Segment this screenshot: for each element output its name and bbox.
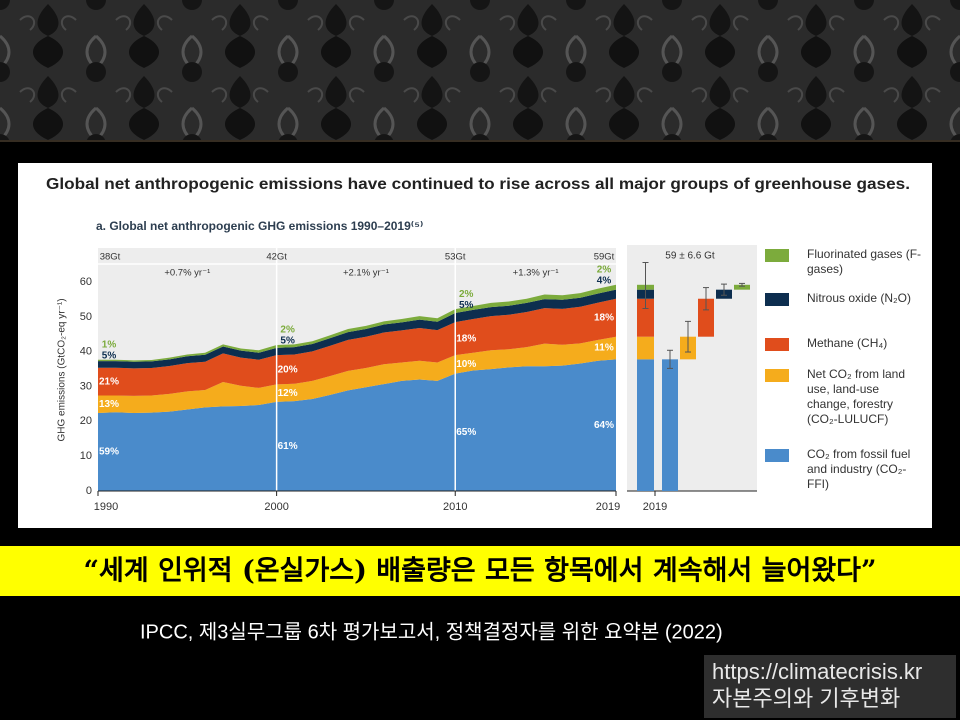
- share-label: 64%: [594, 420, 614, 431]
- legend-swatch: [765, 293, 789, 306]
- total-label: 38Gt: [100, 252, 121, 263]
- error-bar: [685, 320, 691, 353]
- share-label: 2%: [280, 325, 295, 336]
- component-bar: [662, 359, 678, 491]
- share-label: 13%: [99, 399, 119, 410]
- breakdown-title: 59 ± 6.6 Gt: [665, 251, 715, 262]
- credit-box: [704, 655, 956, 718]
- share-label: 1%: [102, 339, 117, 350]
- error-bar: [739, 282, 745, 287]
- stacked-segment: [637, 298, 654, 337]
- y-tick-label: 50: [80, 311, 92, 323]
- growth-rate: +1.3% yr⁻¹: [513, 268, 559, 279]
- x-tick-label: 2019: [596, 501, 620, 513]
- share-label: 4%: [597, 275, 612, 286]
- legend-entry: Net CO₂ from land use, land-use change, …: [807, 367, 906, 426]
- growth-rate: +2.1% yr⁻¹: [343, 268, 389, 279]
- y-axis-label: GHG emissions (GtCO₂-eq yr⁻¹): [57, 298, 68, 441]
- legend-label: Net CO₂ from land use, land-use change, …: [807, 367, 906, 426]
- banner-text: “세계 인위적 (온실가스) 배출량은 모든 항목에서 계속해서 늘어왔다”: [83, 556, 876, 587]
- x-tick-label: 2010: [443, 501, 467, 513]
- error-bar: [703, 287, 709, 311]
- legend-swatch: [765, 249, 789, 262]
- y-tick-label: 0: [86, 485, 92, 497]
- share-label: 59%: [99, 447, 119, 458]
- legend-entry: Fluorinated gases (F-gases): [807, 247, 922, 276]
- area: [98, 336, 616, 413]
- banner: [0, 546, 960, 596]
- area: [98, 359, 616, 491]
- share-label: 18%: [594, 312, 614, 323]
- error-bar: [721, 283, 727, 296]
- legend-swatch: [765, 369, 789, 382]
- error-bar: [667, 349, 673, 369]
- legend-swatch: [765, 449, 789, 462]
- chart-subtitle: a. Global net anthropogenic GHG emission…: [96, 219, 423, 233]
- area: [98, 298, 616, 396]
- share-label: 2%: [459, 289, 474, 300]
- area: [98, 284, 616, 362]
- share-label: 10%: [456, 359, 476, 370]
- legend-entry: CO₂ from fossil fuel and industry (CO₂-F…: [807, 447, 911, 491]
- book-title: 자본주의와 기후변화: [712, 686, 900, 711]
- share-label: 5%: [102, 350, 117, 361]
- stacked-segment: [637, 359, 654, 491]
- share-label: 5%: [459, 300, 474, 311]
- error-bar: [642, 262, 649, 309]
- y-tick-label: 20: [80, 415, 92, 427]
- legend-label: Methane (CH₄): [807, 336, 888, 350]
- component-bar: [698, 298, 714, 337]
- legend-entry: Nitrous oxide (N₂O): [807, 291, 912, 305]
- share-label: 18%: [456, 333, 476, 344]
- x-tick-label: 1990: [94, 501, 118, 513]
- growth-rate: +0.7% yr⁻¹: [164, 268, 210, 279]
- total-label: 42Gt: [266, 252, 287, 263]
- y-tick-label: 60: [80, 276, 92, 288]
- legend-label: CO₂ from fossil fuel and industry (CO₂-F…: [807, 447, 911, 491]
- area: [98, 289, 616, 369]
- share-label: 12%: [278, 388, 298, 399]
- legend-entry: Methane (CH₄): [807, 336, 888, 350]
- share-label: 20%: [278, 364, 298, 375]
- legend-swatch: [765, 338, 789, 351]
- share-label: 21%: [99, 376, 119, 387]
- legend-label: Fluorinated gases (F-gases): [807, 247, 922, 276]
- share-label: 5%: [280, 336, 295, 347]
- share-label: 61%: [278, 441, 298, 452]
- y-tick-label: 40: [80, 346, 92, 358]
- share-label: 11%: [594, 343, 614, 354]
- stacked-segment: [637, 336, 654, 360]
- share-label: 65%: [456, 427, 476, 438]
- header-pattern: [0, 0, 960, 140]
- share-label: 2%: [597, 264, 612, 275]
- total-label: 59Gt: [594, 252, 615, 263]
- total-label: 53Gt: [445, 252, 466, 263]
- y-tick-label: 10: [80, 450, 92, 462]
- x-tick-label: 2000: [264, 501, 288, 513]
- source-text: IPCC, 제3실무그룹 6차 평가보고서, 정책결정자를 위한 요약본 (20…: [140, 620, 723, 643]
- breakdown-x-label: 2019: [643, 501, 667, 513]
- chart-title: Global net anthropogenic emissions have …: [46, 176, 910, 193]
- y-tick-label: 30: [80, 380, 92, 392]
- site-url: https://climatecrisis.kr: [712, 659, 922, 684]
- legend-label: Nitrous oxide (N₂O): [807, 291, 912, 305]
- component-bar: [734, 284, 750, 290]
